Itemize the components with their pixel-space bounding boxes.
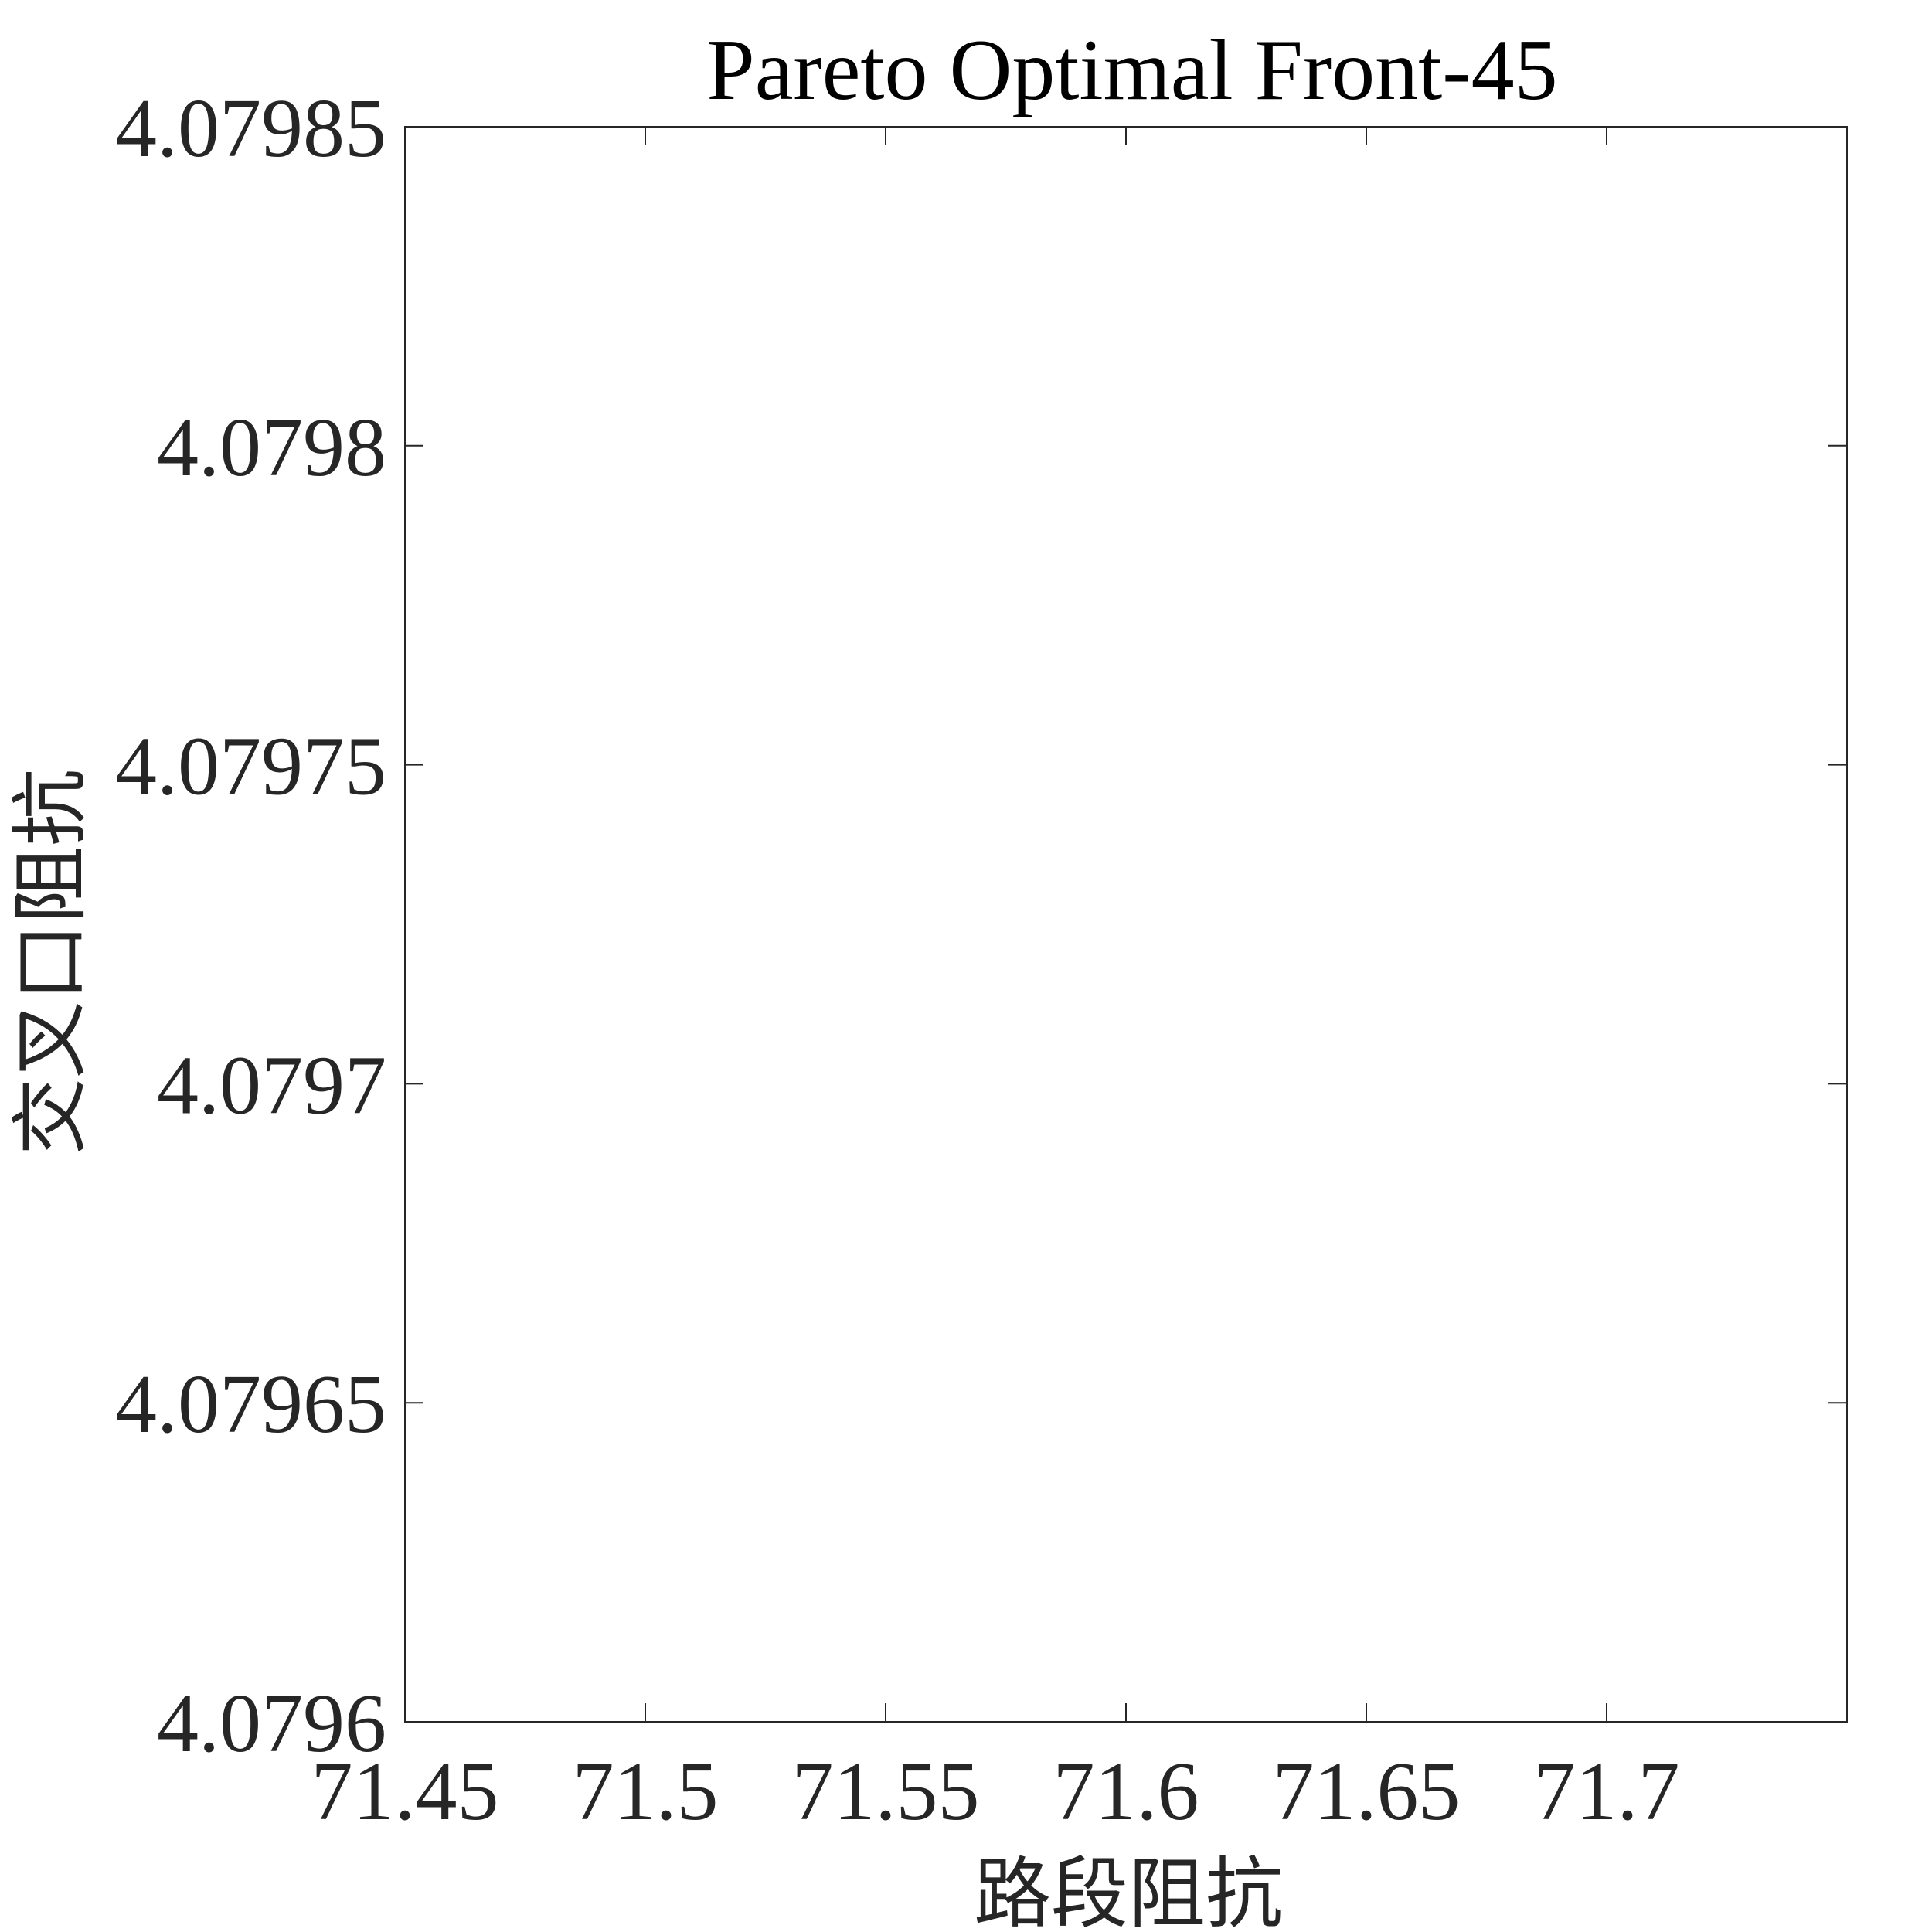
chart-title: Pareto Optimal Front-45 [706,22,1557,118]
y-tick-label: 4.07985 [115,83,386,175]
y-tick-label: 4.07975 [115,721,386,813]
x-tick-label: 71.55 [792,1746,980,1838]
x-axis: 71.45 71.5 71.55 71.6 71.65 71.7 [311,127,1680,1838]
y-tick-label: 4.07965 [115,1359,386,1451]
x-tick-label: 71.5 [573,1746,719,1838]
x-axis-label: 路段阻抗 [974,1849,1283,1932]
y-axis-label: 交叉口阻抗 [5,769,96,1155]
x-tick-label: 71.65 [1273,1746,1461,1838]
y-tick-label: 4.0796 [157,1678,386,1770]
y-tick-label: 4.0797 [157,1039,386,1131]
x-tick-label: 71.45 [311,1746,499,1838]
y-tick-label: 4.0798 [157,402,386,494]
x-tick-label: 71.6 [1053,1746,1199,1838]
y-axis: 4.0796 4.07965 4.0797 4.07975 4.0798 4.07985 [115,83,1847,1770]
x-tick-label: 71.7 [1534,1746,1680,1838]
